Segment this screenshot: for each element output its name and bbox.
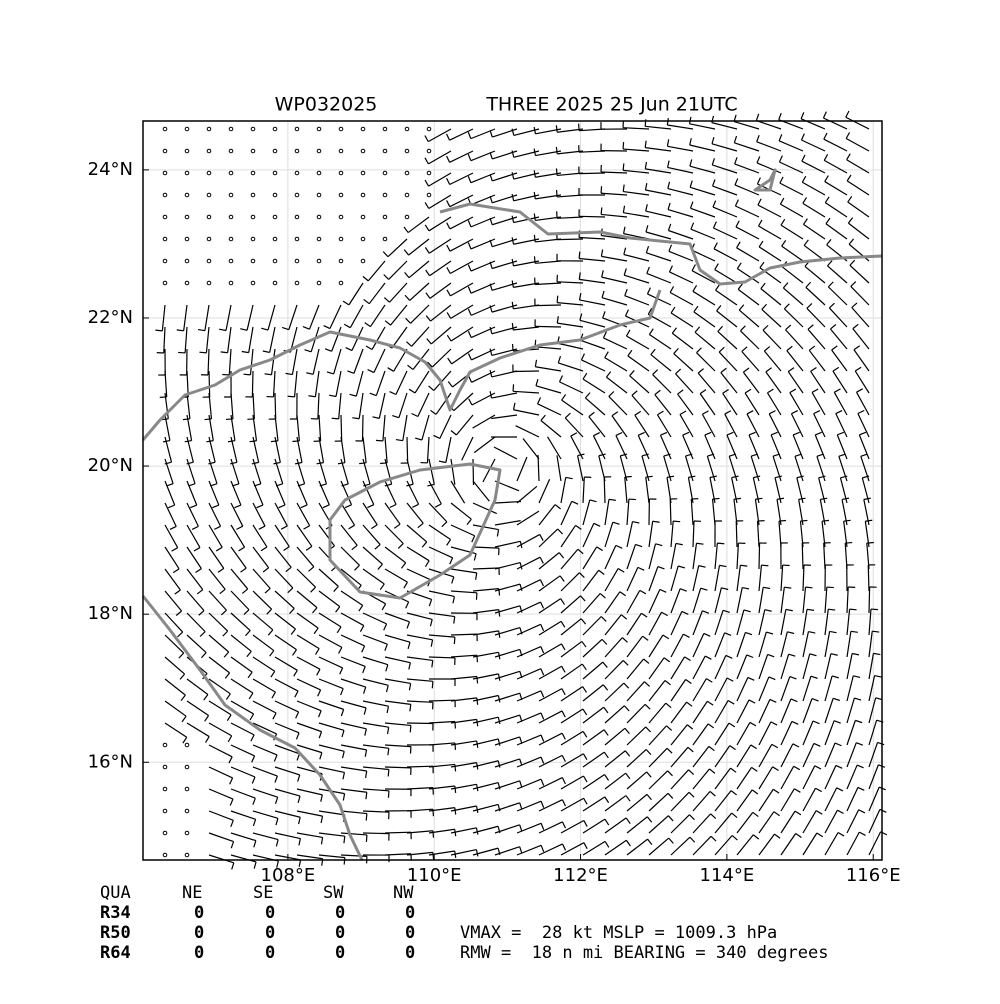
barb-feather [601,207,602,214]
barb-shaft [736,521,737,547]
x-tick-label: 110°E [407,865,462,886]
barb-feather [332,418,339,419]
barb-feather [432,681,433,688]
table-cell: 0 [265,943,275,963]
barb-feather [199,352,206,353]
barb-feather [410,725,411,732]
barb-feather [761,565,768,566]
row-label: R64 [100,943,131,963]
rmw-info: RMW = 18 n mi BEARING = 340 degrees [460,943,828,963]
barb-feather [183,419,190,420]
column-header: QUA [100,883,131,903]
column-header: SE [253,883,273,903]
barb-feather [205,419,212,420]
barb-feather [376,440,383,441]
y-tick-label: 22°N [88,307,133,328]
barb-shaft [670,499,671,525]
barb-feather [713,498,720,499]
intensity-info: VMAX = 28 kt MSLP = 1009.3 hPa [460,923,777,943]
table-cell: 0 [405,903,415,923]
barb-feather [623,163,624,170]
barb-feather [806,587,813,588]
barb-feather [734,498,741,499]
barb-feather [673,521,680,522]
table-cell: 0 [194,943,204,963]
barb-feather [871,609,878,610]
table-cell: 0 [405,943,415,963]
barb-feather [344,836,345,843]
barb-feather [454,637,455,644]
column-header: SW [323,883,344,903]
barb-feather [388,769,389,776]
barb-feather [534,256,535,263]
barb-feather [178,352,185,353]
barb-feather [155,330,162,331]
table-cell: 0 [194,903,204,923]
barb-shaft [579,216,605,217]
y-tick-label: 16°N [88,751,133,772]
barb-feather [512,323,513,330]
barb-feather [344,858,345,865]
barb-shaft [535,305,561,306]
barb-shaft [802,543,803,569]
barb-feather [513,344,514,351]
barb-feather [557,296,558,303]
barb-feather [534,235,535,242]
storm-id: WP032025 [275,94,378,116]
barb-shaft [868,565,869,591]
y-tick-label: 24°N [88,159,133,180]
y-tick-label: 18°N [88,603,133,624]
x-tick-label: 116°E [846,865,901,886]
barb-feather [822,520,829,521]
table-cell: 0 [335,903,345,923]
y-tick-label: 20°N [88,455,133,476]
barb-feather [271,441,278,442]
barb-feather [243,374,250,375]
barb-shaft [557,239,583,240]
row-label: R50 [100,923,131,943]
barb-feather [556,147,557,154]
map-title: THREE 2025 25 Jun 21UTC [485,94,737,116]
barb-feather [625,476,632,477]
barb-shaft [535,326,561,327]
barb-feather [867,543,874,544]
barb-feather [288,396,295,397]
column-header: NE [182,883,202,903]
barb-feather [779,521,786,522]
barb-feather [366,814,367,821]
barb-feather [800,520,807,521]
table-cell: 0 [194,923,204,943]
table-cell: 0 [265,923,275,943]
barb-feather [579,252,580,259]
barb-shaft [869,587,870,613]
barb-shaft [604,477,605,503]
barb-feather [557,190,558,197]
barb-feather [623,142,624,149]
barb-feather [556,168,557,175]
table-cell: 0 [405,923,415,943]
barb-shaft [759,543,760,569]
column-header: NW [393,883,414,903]
barb-feather [717,543,724,544]
barb-feather [433,852,434,859]
table-cell: 0 [265,903,275,923]
barb-feather [366,835,367,842]
barb-feather [359,463,366,464]
barb-feather [455,764,456,771]
x-tick-label: 112°E [553,865,608,886]
barb-feather [477,698,478,705]
table-cell: 0 [335,923,345,943]
table-cell: 0 [335,943,345,963]
barb-feather [850,609,857,610]
x-tick-label: 114°E [700,865,755,886]
barb-feather [455,786,456,793]
barb-feather [629,499,636,500]
row-label: R34 [100,903,131,923]
barb-shaft [579,173,605,174]
